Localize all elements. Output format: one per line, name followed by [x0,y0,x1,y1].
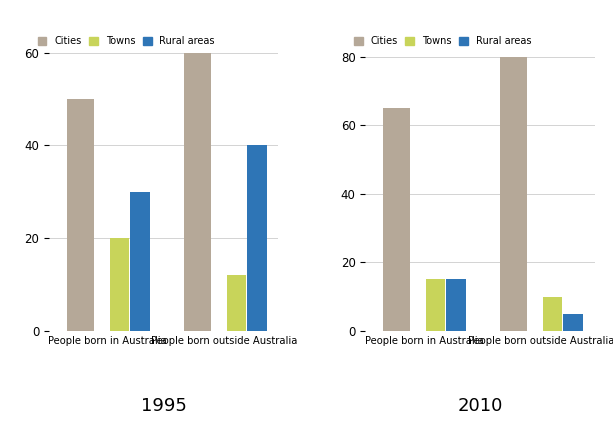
Bar [130,192,150,331]
Bar [383,109,410,331]
Bar [110,238,129,331]
Text: 2010: 2010 [457,397,503,415]
Bar [67,99,94,331]
Legend: Cities, Towns, Rural areas: Cities, Towns, Rural areas [352,34,533,48]
Bar [446,279,466,331]
Bar [227,275,246,331]
Bar [426,279,446,331]
Bar [543,296,562,331]
Bar [563,314,583,331]
Bar [184,53,211,331]
Text: 1995: 1995 [141,397,186,415]
Bar [247,145,267,331]
Legend: Cities, Towns, Rural areas: Cities, Towns, Rural areas [36,34,217,48]
Bar [500,57,527,331]
